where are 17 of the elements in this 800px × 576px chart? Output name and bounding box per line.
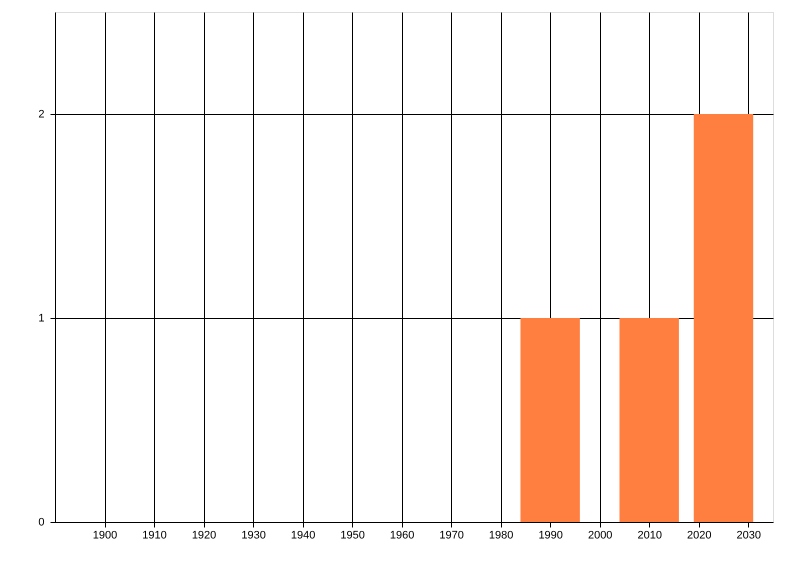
x-tick-label: 2000 [588,530,612,542]
x-tick-label: 1950 [340,530,365,542]
y-tick-label: 0 [38,516,44,528]
x-tick-label: 1940 [290,530,316,542]
x-tick-label: 2010 [637,530,662,542]
x-tick-label: 1980 [488,530,514,542]
x-tick-label: 1900 [92,530,118,542]
x-tick-label: 1910 [142,530,167,542]
x-tick-label: 1920 [192,530,216,542]
x-tick-label: 1930 [241,530,266,542]
x-tick-label: 1990 [538,530,563,542]
y-tick-label: 2 [38,108,44,120]
x-tick-label: 1960 [390,530,414,542]
x-tick-label: 1970 [439,530,464,542]
y-tick-label: 1 [38,312,44,324]
x-tick-label: 2030 [736,530,761,542]
x-tick-label: 2020 [686,530,712,542]
